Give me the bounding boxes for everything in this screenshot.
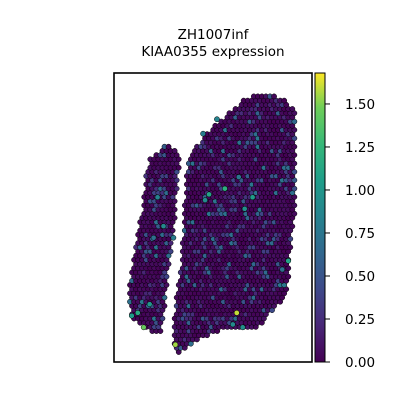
tissue-spot — [165, 143, 172, 150]
high-expression-spot — [241, 205, 248, 212]
high-expression-spot — [154, 194, 161, 201]
high-expression-spot — [134, 310, 141, 316]
colorbar-tick-label: 0.00 — [345, 355, 375, 371]
colorbar-gradient — [314, 72, 326, 363]
tissue-spots — [127, 93, 298, 355]
plot-area — [113, 72, 313, 363]
tissue-spot — [281, 97, 288, 104]
colorbar-tick-label: 0.25 — [345, 312, 375, 328]
tissue-spot — [271, 93, 277, 100]
high-expression-spot — [150, 234, 157, 241]
high-expression-spot — [222, 185, 228, 192]
high-expression-spot — [239, 324, 246, 331]
high-expression-spot — [229, 321, 236, 328]
chart-title-line-1: ZH1007inf — [178, 27, 250, 43]
colorbar-tick-label: 1.25 — [345, 140, 375, 156]
tissue-spot — [171, 148, 178, 154]
colorbar-tick-label: 0.75 — [345, 226, 375, 242]
high-expression-spot — [235, 174, 242, 180]
high-expression-spot — [146, 301, 153, 308]
high-expression-spot — [285, 258, 292, 264]
high-expression-spot — [279, 266, 286, 273]
high-expression-spot — [206, 191, 212, 198]
colorbar-tick-label: 1.50 — [345, 97, 375, 113]
high-expression-spot — [214, 116, 220, 123]
high-expression-spot — [170, 234, 177, 241]
high-expression-spot — [200, 130, 206, 137]
high-expression-spot — [233, 310, 240, 316]
colorbar: 0.00 0.25 0.50 0.75 1.00 1.25 1.50 — [314, 72, 375, 371]
tissue-spot — [289, 106, 296, 112]
chart-title-line-2: KIAA0355 expression — [141, 44, 284, 60]
high-expression-spot — [249, 194, 256, 201]
high-expression-spot — [202, 197, 208, 204]
plot-frame — [113, 72, 313, 363]
colorbar-tick-label: 1.00 — [345, 183, 375, 199]
high-expression-spot — [140, 324, 147, 331]
colorbar-ticks: 0.00 0.25 0.50 0.75 1.00 1.25 1.50 — [325, 97, 375, 371]
high-expression-spot — [160, 223, 167, 230]
colorbar-tick-label: 0.50 — [345, 269, 375, 285]
high-expression-spot — [172, 341, 179, 348]
high-expression-spot — [128, 312, 135, 319]
